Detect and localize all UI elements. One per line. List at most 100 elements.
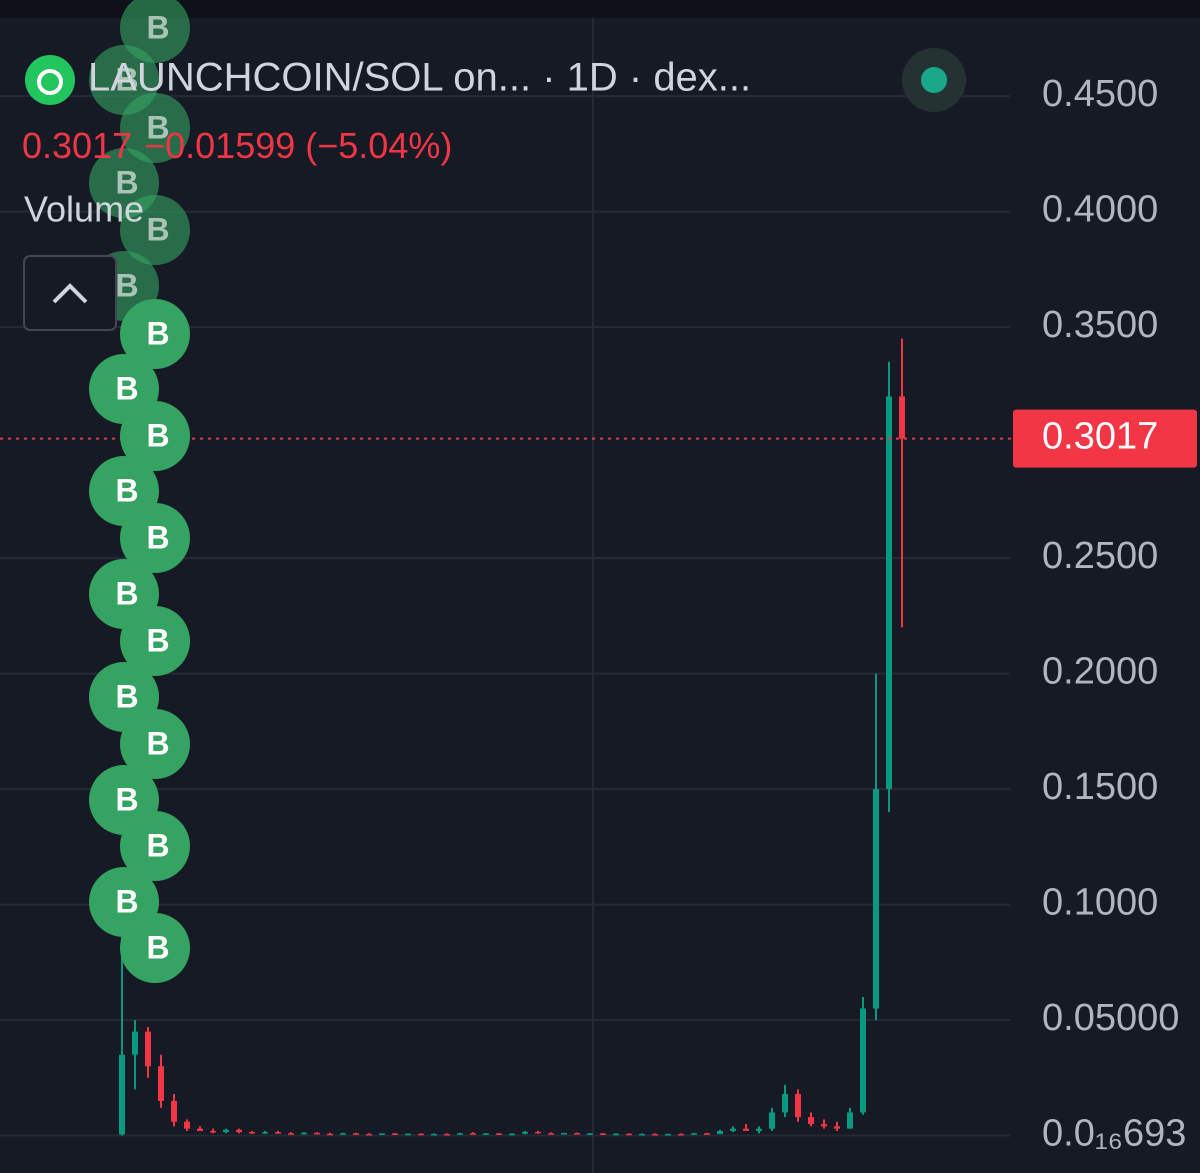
- candle-body: [405, 1133, 411, 1136]
- candle-body: [691, 1133, 697, 1135]
- candle-body: [522, 1131, 528, 1134]
- candle-body: [509, 1133, 515, 1136]
- y-tick-label: 0.2000: [1042, 651, 1158, 693]
- y-tick-label: 0.1000: [1042, 882, 1158, 924]
- candle-body: [535, 1131, 541, 1134]
- buy-marker-label: B: [146, 9, 169, 45]
- buy-marker-label: B: [115, 883, 138, 919]
- candle-body: [314, 1132, 320, 1135]
- candle-body: [769, 1112, 775, 1129]
- buy-marker: [120, 93, 190, 163]
- y-tick-label: 0.2500: [1042, 535, 1158, 577]
- indicator-label: Volume: [24, 189, 144, 230]
- candle-body: [418, 1133, 424, 1136]
- y-tick-label: 0.4000: [1042, 189, 1158, 231]
- candle-body: [730, 1128, 736, 1131]
- buy-marker: [120, 0, 190, 63]
- candle-body: [496, 1133, 502, 1135]
- candle-body: [704, 1133, 710, 1135]
- candle-body: [379, 1133, 385, 1135]
- y-tick-label: 0.4500: [1042, 73, 1158, 115]
- buy-marker-label: B: [146, 315, 169, 351]
- buy-marker: [120, 913, 190, 983]
- candle-body: [392, 1133, 398, 1135]
- candle-body: [899, 396, 905, 439]
- buy-marker-label: B: [146, 929, 169, 965]
- change: −0.01599 (−5.04%): [144, 125, 452, 166]
- candle-body: [834, 1126, 840, 1129]
- buy-marker-label: B: [146, 827, 169, 863]
- candle-body: [808, 1117, 814, 1125]
- buy-marker: [120, 811, 190, 881]
- buy-marker-label: B: [115, 575, 138, 611]
- buy-marker: [120, 606, 190, 676]
- candle-body: [145, 1031, 151, 1067]
- candle-body: [262, 1132, 268, 1134]
- buy-marker-label: B: [115, 678, 138, 714]
- candle-body: [158, 1066, 164, 1101]
- candle-body: [678, 1133, 684, 1136]
- candle-body: [574, 1133, 580, 1135]
- candle-body: [717, 1130, 723, 1134]
- candle-body: [275, 1132, 281, 1134]
- buy-marker-label: B: [115, 781, 138, 817]
- buy-marker-label: B: [146, 211, 169, 247]
- candle-body: [886, 396, 892, 790]
- candle-body: [782, 1093, 788, 1113]
- candle-body: [223, 1129, 229, 1133]
- y-tick-label: 0.3500: [1042, 304, 1158, 346]
- candle-body: [483, 1133, 489, 1135]
- buy-marker-label: B: [146, 725, 169, 761]
- candle-body: [171, 1100, 177, 1122]
- status-dot: [921, 67, 947, 93]
- buy-marker-label: B: [146, 622, 169, 658]
- buy-marker: [120, 709, 190, 779]
- candle-body: [652, 1133, 658, 1136]
- buy-marker: [120, 195, 190, 265]
- candle-body: [873, 789, 879, 1009]
- candle-body: [639, 1133, 645, 1136]
- candle-body: [119, 1054, 125, 1135]
- candle-body: [561, 1133, 567, 1135]
- candle-body: [288, 1133, 294, 1135]
- candle-body: [665, 1133, 671, 1136]
- candle-body: [743, 1128, 749, 1131]
- candle-body: [132, 1031, 138, 1055]
- candle-body: [353, 1133, 359, 1135]
- candle-body: [301, 1132, 307, 1135]
- logo-glyph: [37, 69, 63, 95]
- price-axis: 0.0₁₆693 0.05000 0.1000 0.1500 0.2000 0.2500 0…: [1013, 73, 1197, 1155]
- buy-marker-label: B: [115, 164, 138, 200]
- candle-body: [821, 1124, 827, 1127]
- buy-marker-label: B: [146, 519, 169, 555]
- symbol-title: LAUNCHCOIN/SOL on... · 1D · dex...: [88, 56, 751, 100]
- last-price-box: [1013, 409, 1197, 468]
- candle-body: [431, 1133, 437, 1136]
- candle-body: [210, 1130, 216, 1133]
- candle-body: [197, 1128, 203, 1131]
- buy-marker: [120, 299, 190, 369]
- candle-body: [548, 1133, 554, 1135]
- buy-marker-label: B: [115, 267, 138, 303]
- y-tick-label: 0.0₁₆693: [1042, 1113, 1186, 1155]
- buy-marker-label: B: [146, 417, 169, 453]
- candle-body: [236, 1129, 242, 1133]
- candle-body: [366, 1133, 372, 1136]
- candle-body: [470, 1133, 476, 1135]
- candle-body: [600, 1133, 606, 1135]
- candle-body: [340, 1133, 346, 1135]
- buy-marker-label: B: [146, 109, 169, 145]
- exchange-logo: [25, 55, 75, 105]
- candle-body: [444, 1133, 450, 1136]
- collapse-button[interactable]: [23, 255, 117, 331]
- buy-marker-label: B: [115, 472, 138, 508]
- y-tick-label: 0.05000: [1042, 997, 1179, 1039]
- top-strip: [0, 0, 1200, 18]
- price-change: 0.3017 −0.01599 (−5.04%): [22, 125, 452, 166]
- buy-marker-label: B: [115, 61, 138, 97]
- buy-marker: [120, 401, 190, 471]
- candle-body: [847, 1112, 853, 1129]
